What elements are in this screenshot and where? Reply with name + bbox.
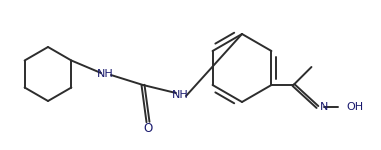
Text: N: N bbox=[319, 102, 328, 112]
Text: NH: NH bbox=[171, 90, 188, 100]
Text: O: O bbox=[143, 122, 153, 135]
Text: OH: OH bbox=[346, 102, 363, 112]
Text: NH: NH bbox=[97, 69, 114, 79]
